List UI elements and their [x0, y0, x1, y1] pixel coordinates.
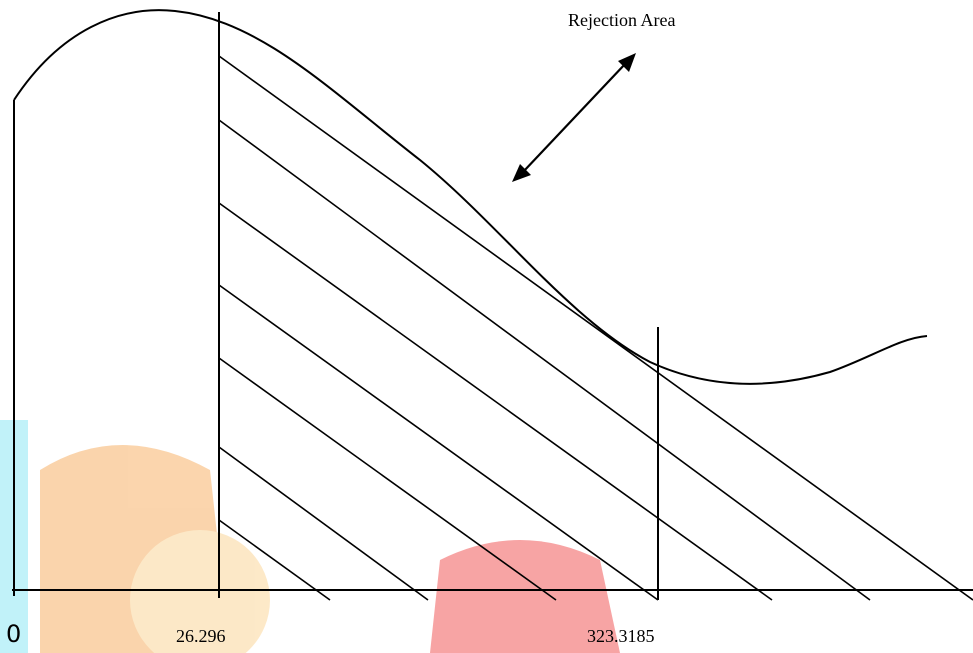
- rejection-area-label: Rejection Area: [568, 10, 676, 30]
- distribution-curve: [13, 9, 928, 385]
- hatch-line: [218, 119, 871, 601]
- hatch-line: [218, 357, 557, 601]
- rejection-hatching: [218, 55, 973, 601]
- watermark-logo: [0, 420, 620, 653]
- origin-label: 0: [6, 620, 22, 648]
- hatch-line: [218, 202, 773, 601]
- hatch-line: [218, 284, 659, 601]
- hatch-line: [218, 55, 973, 601]
- watermark-red-shape: [430, 540, 620, 653]
- double-arrow-icon: [512, 53, 636, 182]
- watermark-sun: [130, 530, 270, 653]
- test-statistic-label: 323.3185: [587, 626, 655, 646]
- hatch-line: [218, 519, 331, 601]
- critical-value-label: 26.296: [176, 626, 226, 646]
- hatch-line: [218, 446, 429, 601]
